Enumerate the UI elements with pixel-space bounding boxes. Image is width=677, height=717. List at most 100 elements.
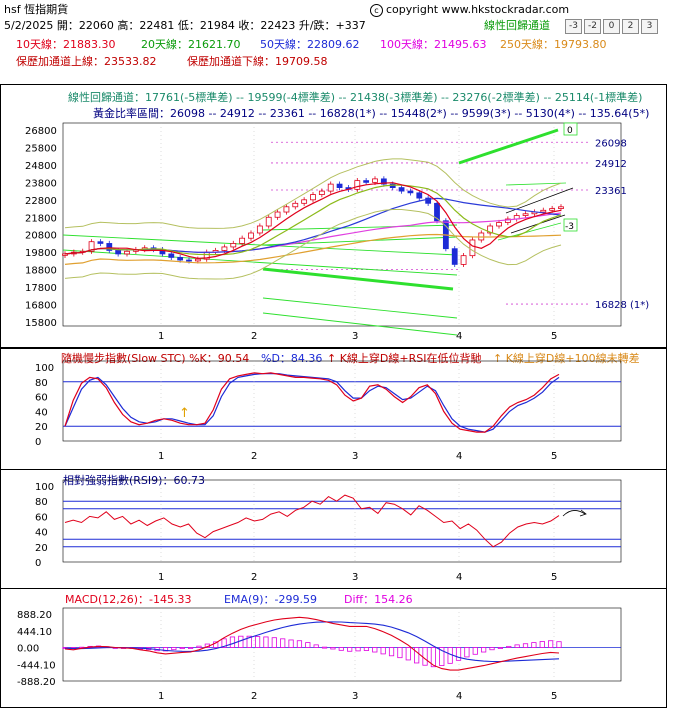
candle-body [363, 180, 370, 183]
rsi-panel: 相對強弱指數(RSI9)：60.73 100 80 60 40 20 0 1 2 3 4 5 [0, 469, 667, 589]
stc-k-line [64, 372, 560, 433]
ma20-label: 20天線：21621.70 [141, 38, 241, 51]
price-y-tick-label: 23800 [25, 178, 57, 189]
price-y-tick-label: 16800 [25, 301, 57, 312]
candle-body [256, 225, 263, 234]
osc-plot-frame [62, 360, 622, 442]
trend-line-up [458, 128, 559, 165]
regression-channel-line [262, 224, 458, 231]
macd-diff-bar [472, 647, 478, 655]
macd-diff-bar [187, 647, 194, 649]
copyright-line: c copyright www.hkstockradar.com [370, 3, 569, 17]
stc-title: 隨機慢步指數(Slow STC) %K：90.54 [61, 352, 250, 365]
candle-body [97, 241, 104, 244]
candle-body [230, 243, 237, 248]
candle-body [434, 202, 440, 222]
candle-body [354, 180, 361, 190]
regression-channel-line [497, 222, 562, 241]
osc-y-tick-label: 40 [35, 528, 48, 539]
osc-x-tick-label: 1 [158, 572, 164, 583]
channel-button-3[interactable]: 3 [641, 19, 658, 34]
osc-x-tick-label: 1 [158, 451, 164, 462]
macd-diff-bar [246, 635, 252, 648]
osc-y-tick-label: 0.00 [17, 644, 39, 655]
channel-button-minus2[interactable]: -2 [584, 19, 601, 34]
macd-diff-bar [221, 638, 227, 648]
candle-body [265, 216, 272, 227]
macd-diff-bar [288, 639, 294, 648]
macd-diff-bar [296, 640, 303, 648]
macd-title: MACD(12,26)：-145.33 [65, 593, 192, 606]
macd-diff-bar [522, 643, 529, 648]
macd-diff-bar [556, 641, 562, 648]
channel-button-minus3[interactable]: -3 [565, 19, 582, 34]
rsi-line [64, 494, 560, 548]
osc-x-tick-label: 5 [551, 572, 557, 583]
stc-buy-arrow-icon: ↑ [179, 406, 190, 421]
candle-body [292, 202, 299, 208]
macd-diff-bar [464, 647, 470, 658]
candle-body [451, 248, 458, 265]
fib-line-values: 黃金比率區間：26098 -- 24912 -- 23361 -- 16828(… [93, 107, 650, 120]
candle-body [274, 211, 281, 218]
macd-diff-bar [238, 635, 244, 648]
macd-diff-bar [229, 636, 236, 648]
price-y-tick-label: 21800 [25, 213, 57, 224]
candle-body [558, 206, 564, 209]
macd-diff-bar [422, 647, 428, 666]
rsi-projection-arrowhead-icon [579, 509, 587, 517]
channel-button-0[interactable]: 0 [603, 19, 620, 34]
candle-body [106, 243, 113, 251]
macd-diff-bar [481, 647, 487, 653]
macd-diff-bar [363, 647, 370, 651]
macd-diff-bar [213, 641, 219, 648]
channel-button-2[interactable]: 2 [622, 19, 639, 34]
osc-x-tick-label: 4 [456, 451, 462, 462]
macd-diff-bar [338, 647, 344, 651]
macd-ema-label: EMA(9)：-299.59 [224, 593, 318, 606]
price-chart: 26800 25800 24800 23800 22800 21800 20800 19800… [25, 122, 649, 342]
macd-line [64, 616, 560, 671]
macd-diff-bar [271, 637, 277, 648]
rsi-title: 相對強弱指數(RSI9)：60.73 [63, 474, 205, 487]
trend-line-down [262, 267, 454, 291]
macd-diff-bar [539, 641, 545, 648]
macd-panel: MACD(12,26)：-145.33 EMA(9)：-299.59 Diff：… [0, 588, 667, 708]
macd-diff-bar [162, 647, 169, 652]
price-plot-frame [62, 122, 622, 327]
price-y-tick-label: 18800 [25, 266, 57, 277]
fib-right-label: 23361 [595, 186, 627, 197]
macd-diff-bar [430, 647, 437, 668]
osc-x-tick-label: 2 [251, 451, 257, 462]
macd-diff-bar [372, 647, 378, 653]
price-x-tick-label: 5 [551, 331, 557, 342]
osc-y-tick-label: 20 [35, 422, 48, 433]
macd-diff-bar [397, 647, 403, 659]
regression-channel-label: 線性回歸通道 [484, 19, 550, 32]
osc-y-tick-label: 60 [35, 393, 48, 404]
macd-diff-bar [514, 644, 520, 648]
osc-y-tick-label: 888.20 [17, 610, 52, 621]
price-y-tick-label: 26800 [25, 126, 57, 137]
osc-x-tick-label: 5 [551, 451, 557, 462]
candle-body [372, 178, 378, 183]
macd-diff-bar [531, 642, 537, 648]
candle-body [469, 239, 476, 257]
ma10-line [64, 182, 562, 259]
macd-diff-bar [455, 647, 462, 661]
regression-channel-buttons: -3 -2 0 2 3 [563, 18, 658, 34]
candle-body [487, 225, 494, 234]
fib-right-label: 26098 [595, 138, 627, 149]
macd-diff-bar [388, 647, 395, 657]
macd-diff-bar [489, 647, 495, 651]
price-y-tick-label: 22800 [25, 196, 57, 207]
symbol-title: hsf 恆指期貨 [4, 3, 69, 16]
macd-diff-bar [263, 636, 269, 648]
osc-y-tick-label: 0 [35, 558, 41, 569]
macd-ema-line [64, 621, 560, 663]
ma250-line [64, 233, 562, 265]
macd-diff-bar [254, 636, 261, 648]
macd-diff-bar [380, 647, 386, 655]
candle-body [239, 237, 246, 244]
macd-diff-bar [321, 646, 328, 649]
